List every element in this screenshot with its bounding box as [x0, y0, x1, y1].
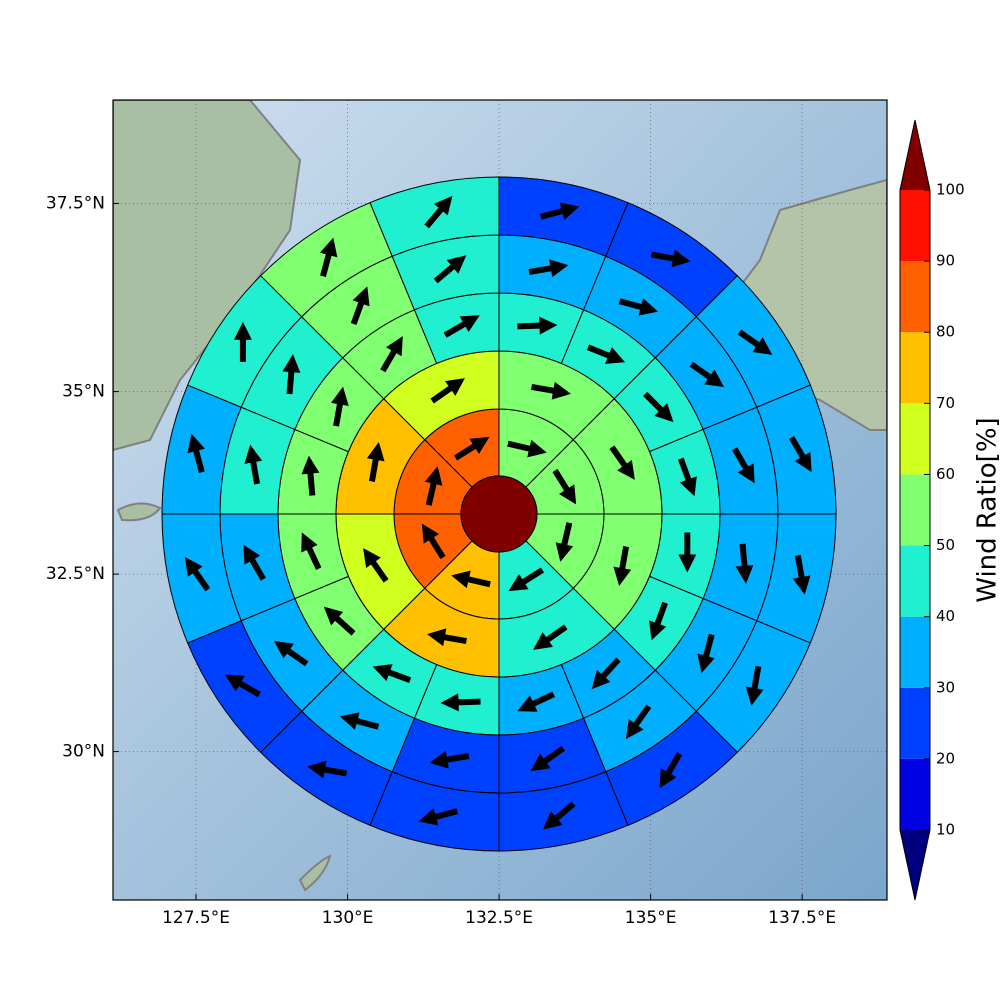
x-tick-label: 130°E — [322, 908, 374, 928]
colorbar-bin — [900, 403, 930, 474]
x-tick-label: 127.5°E — [162, 908, 230, 928]
x-tick-label: 135°E — [625, 908, 677, 928]
colorbar-label: Wind Ratio[%] — [973, 417, 1000, 602]
y-tick-label: 32.5°N — [46, 564, 105, 584]
colorbar-bin — [900, 617, 930, 688]
colorbar-bin — [900, 332, 930, 403]
colorbar-tick-label: 70 — [936, 394, 955, 412]
y-tick-label: 35°N — [62, 382, 105, 402]
colorbar-tick-label: 50 — [936, 536, 955, 554]
colorbar-over — [900, 120, 930, 190]
colorbar-bin — [900, 546, 930, 617]
y-tick-label: 37.5°N — [46, 193, 105, 213]
colorbar-tick-label: 90 — [936, 252, 955, 270]
colorbar-tick-label: 30 — [936, 678, 955, 696]
colorbar-tick-label: 10 — [936, 821, 955, 839]
colorbar-under — [900, 830, 930, 900]
center-disc — [461, 476, 537, 552]
colorbar-bin — [900, 759, 930, 830]
colorbar-bin — [900, 261, 930, 332]
colorbar-tick-label: 100 — [936, 181, 965, 199]
colorbar-bin — [900, 190, 930, 261]
colorbar-bin — [900, 688, 930, 759]
colorbar-bin — [900, 474, 930, 545]
x-tick-label: 137.5°E — [768, 908, 836, 928]
colorbar-tick-label: 60 — [936, 465, 955, 483]
colorbar-tick-label: 80 — [936, 323, 955, 341]
colorbar-tick-label: 40 — [936, 607, 955, 625]
x-tick-label: 132.5°E — [465, 908, 533, 928]
colorbar-tick-label: 20 — [936, 749, 955, 767]
y-tick-label: 30°N — [62, 742, 105, 762]
